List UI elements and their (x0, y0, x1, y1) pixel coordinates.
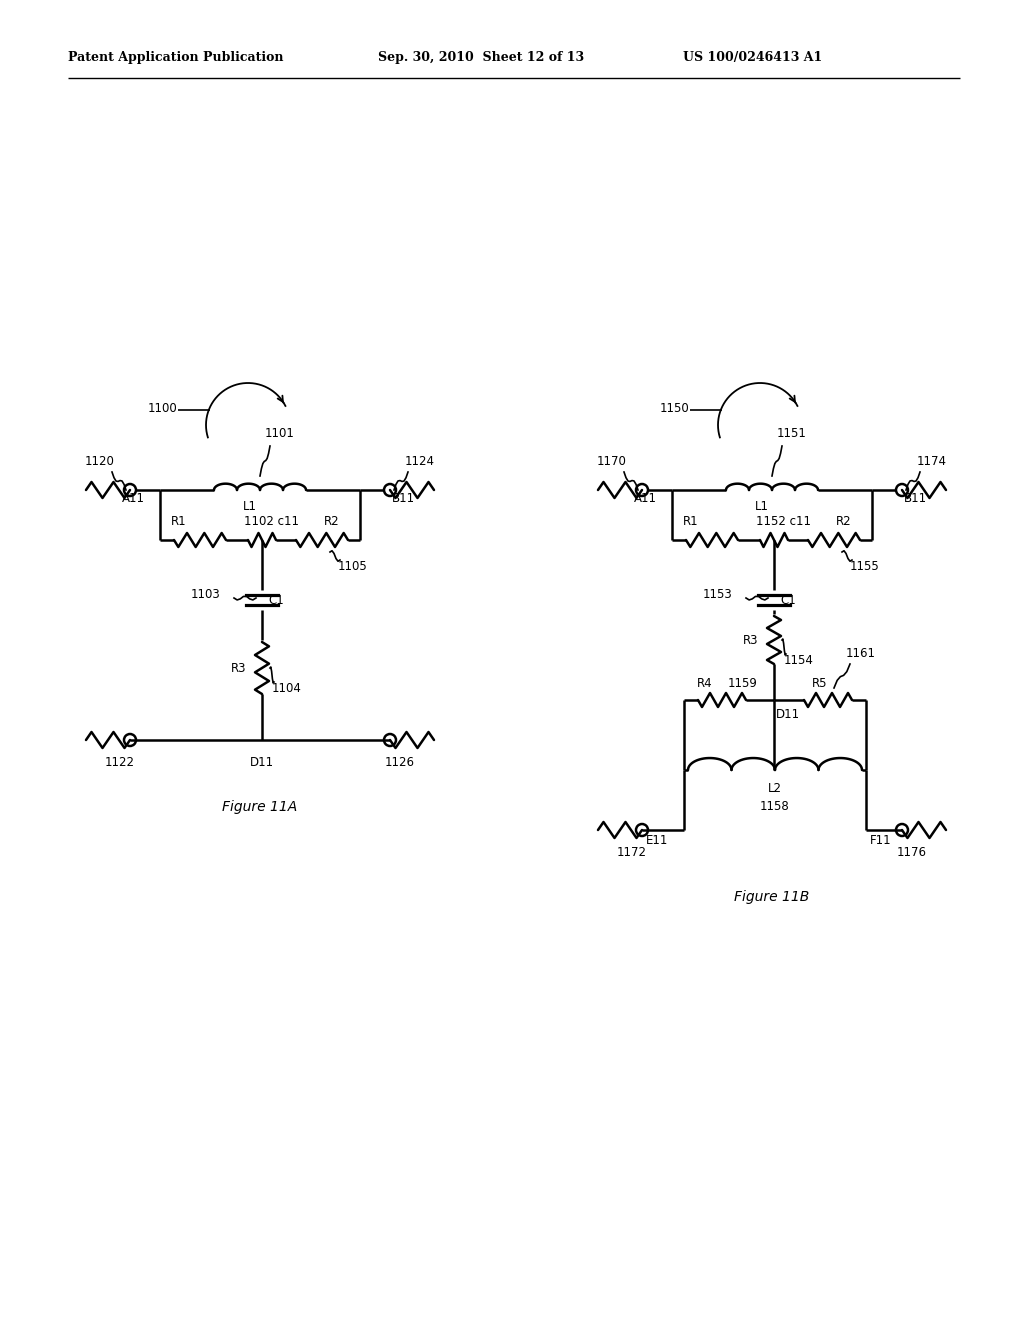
Text: B11: B11 (392, 492, 415, 506)
Text: A11: A11 (122, 492, 145, 506)
Text: Sep. 30, 2010  Sheet 12 of 13: Sep. 30, 2010 Sheet 12 of 13 (378, 51, 584, 65)
Text: 1150: 1150 (660, 401, 690, 414)
Text: R3: R3 (230, 661, 246, 675)
Text: 1176: 1176 (897, 846, 927, 859)
Text: Figure 11A: Figure 11A (222, 800, 298, 814)
Text: 1172: 1172 (617, 846, 647, 859)
Text: D11: D11 (250, 756, 274, 770)
Text: C1: C1 (268, 594, 284, 606)
Text: 1126: 1126 (385, 756, 415, 770)
Text: 1152 c11: 1152 c11 (756, 515, 811, 528)
Text: 1122: 1122 (105, 756, 135, 770)
Text: 1102 c11: 1102 c11 (244, 515, 299, 528)
Text: D11: D11 (776, 708, 800, 721)
Text: 1161: 1161 (846, 647, 876, 660)
Text: 1151: 1151 (777, 426, 807, 440)
Text: R1: R1 (682, 515, 698, 528)
Text: 1105: 1105 (338, 560, 368, 573)
Text: E11: E11 (646, 834, 669, 847)
Text: R4: R4 (696, 677, 712, 690)
Text: L1: L1 (243, 500, 257, 513)
Text: 1101: 1101 (265, 426, 295, 440)
Text: 1120: 1120 (85, 455, 115, 469)
Text: Patent Application Publication: Patent Application Publication (68, 51, 284, 65)
Text: L1: L1 (755, 500, 769, 513)
Text: R2: R2 (324, 515, 340, 528)
Text: 1124: 1124 (406, 455, 435, 469)
Text: R1: R1 (170, 515, 186, 528)
Text: R5: R5 (812, 677, 827, 690)
Text: C1: C1 (780, 594, 796, 606)
Text: 1158: 1158 (760, 800, 790, 813)
Text: 1104: 1104 (272, 682, 302, 696)
Text: 1154: 1154 (784, 653, 814, 667)
Text: R3: R3 (742, 634, 758, 647)
Text: 1174: 1174 (918, 455, 947, 469)
Text: 1103: 1103 (190, 587, 220, 601)
Text: 1155: 1155 (850, 560, 880, 573)
Text: L2: L2 (768, 781, 782, 795)
Text: 1100: 1100 (148, 401, 178, 414)
Text: US 100/0246413 A1: US 100/0246413 A1 (683, 51, 822, 65)
Text: 1170: 1170 (597, 455, 627, 469)
Text: R2: R2 (836, 515, 852, 528)
Text: B11: B11 (904, 492, 927, 506)
Text: 1153: 1153 (702, 587, 732, 601)
Text: 1159: 1159 (728, 677, 758, 690)
Text: Figure 11B: Figure 11B (734, 890, 810, 904)
Text: F11: F11 (870, 834, 892, 847)
Text: A11: A11 (634, 492, 657, 506)
